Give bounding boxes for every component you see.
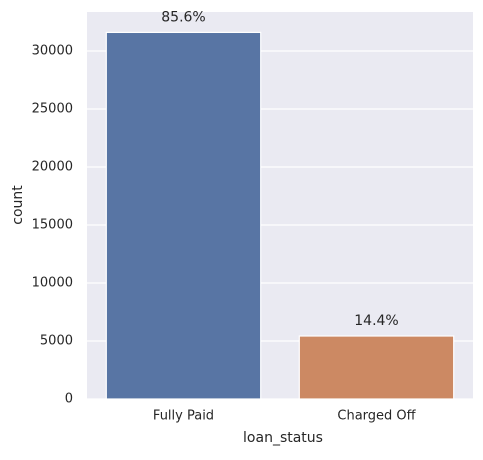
y-tick-label: 30000 bbox=[32, 43, 73, 58]
y-tick-label: 5000 bbox=[40, 333, 73, 348]
annotation: 85.6% bbox=[161, 9, 205, 25]
y-tick-label: 10000 bbox=[32, 275, 73, 290]
y-tick-label: 0 bbox=[65, 392, 73, 407]
y-tick-label: 25000 bbox=[32, 101, 73, 116]
y-tick-label: 15000 bbox=[32, 217, 73, 232]
y-tick-label: 20000 bbox=[32, 159, 73, 174]
x-tick-label: Charged Off bbox=[337, 409, 416, 424]
x-tick-label: Fully Paid bbox=[153, 409, 214, 424]
bar bbox=[105, 31, 262, 400]
annotation: 14.4% bbox=[354, 313, 398, 329]
x-axis-label: loan_status bbox=[243, 430, 323, 446]
bar bbox=[298, 335, 455, 400]
y-axis-label: count bbox=[10, 185, 26, 225]
